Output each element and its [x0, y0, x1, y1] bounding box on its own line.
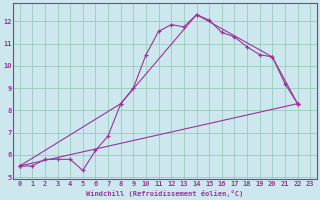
X-axis label: Windchill (Refroidissement éolien,°C): Windchill (Refroidissement éolien,°C)	[86, 190, 244, 197]
